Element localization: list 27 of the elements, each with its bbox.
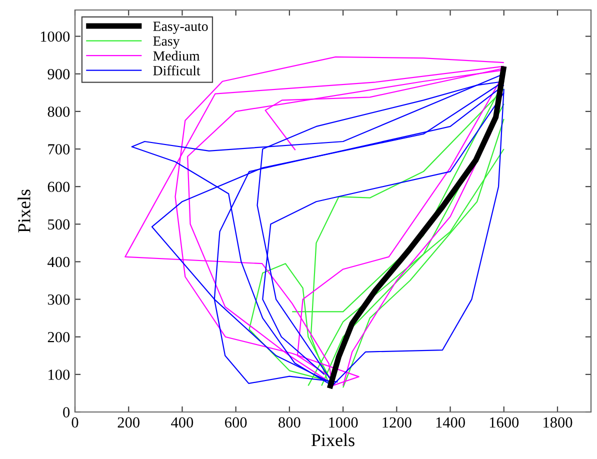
y-tick-label: 700 [48, 144, 70, 154]
y-tick-label: 400 [48, 256, 70, 268]
y-tick-label: 800 [48, 106, 70, 117]
legend-label: Easy-auto [153, 22, 208, 34]
legend-label: Medium [153, 50, 200, 61]
x-tick-label: 600 [225, 417, 247, 428]
legend-label: Difficult [153, 65, 200, 76]
x-tick-label: 1000 [329, 417, 358, 428]
x-tick-label: 200 [118, 417, 140, 428]
x-tick-label: 1800 [544, 417, 572, 428]
y-tick-label: 900 [48, 69, 70, 80]
y-axis-title: Pixels [18, 190, 30, 233]
x-tick-label: 400 [171, 417, 194, 428]
y-tick-label: 100 [48, 370, 70, 380]
y-tick-label: 200 [48, 332, 70, 342]
y-tick-label: 500 [48, 219, 70, 230]
legend-label: Easy [153, 36, 180, 49]
x-axis-title: Pixels [311, 433, 354, 446]
x-tick-label: 800 [278, 417, 300, 428]
x-tick-label: 0 [72, 417, 78, 428]
y-tick-label: 1000 [40, 31, 70, 42]
y-tick-label: 600 [48, 182, 70, 192]
x-tick-label: 1600 [490, 417, 519, 428]
x-tick-label: 1200 [382, 417, 412, 428]
y-tick-label: 0 [63, 407, 70, 418]
x-tick-label: 1400 [436, 417, 465, 428]
y-tick-label: 300 [48, 294, 70, 305]
